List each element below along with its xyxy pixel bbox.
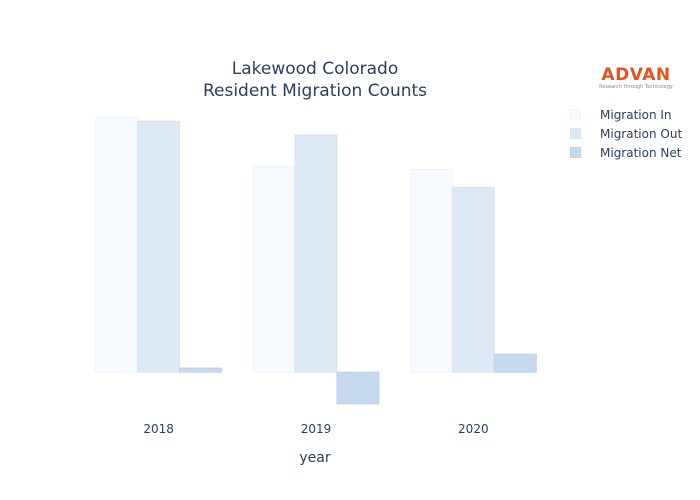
x-tick-label: 2020: [458, 422, 489, 436]
legend-swatch: [570, 128, 581, 139]
bar-migration-net-2019[interactable]: [336, 371, 380, 405]
bar-migration-in-2018[interactable]: [95, 116, 139, 373]
legend-item-migration-out[interactable]: Migration Out: [570, 124, 682, 143]
x-tick-label: 2018: [143, 422, 174, 436]
bar-migration-net-2020[interactable]: [493, 353, 537, 373]
legend-swatch: [570, 147, 581, 158]
legend-item-migration-in[interactable]: Migration In: [570, 105, 682, 124]
bar-migration-in-2020[interactable]: [409, 169, 453, 373]
bar-migration-out-2019[interactable]: [294, 134, 338, 373]
legend-item-migration-net[interactable]: Migration Net: [570, 143, 682, 162]
logo-tagline: Research through Technology: [599, 84, 673, 90]
x-tick-label: 2019: [301, 422, 332, 436]
x-tick-labels: 2018 2019 2020: [143, 422, 488, 436]
bar-migration-out-2020[interactable]: [451, 186, 495, 373]
chart-title-line-2: Resident Migration Counts: [202, 81, 428, 101]
advan-logo: ADVAN Research through Technology: [590, 66, 682, 91]
legend-label: Migration In: [600, 107, 672, 122]
bar-migration-out-2018[interactable]: [137, 120, 181, 373]
chart-title: Lakewood Colorado Resident Migration Cou…: [130, 58, 500, 102]
legend-label: Migration Net: [600, 145, 682, 160]
logo-wordmark: ADVAN: [601, 65, 671, 85]
x-axis-title: year: [299, 450, 330, 466]
bar-migration-in-2019[interactable]: [252, 166, 296, 373]
legend: Migration In Migration Out Migration Net: [570, 105, 682, 162]
bars-layer: [95, 116, 537, 405]
legend-label: Migration Out: [600, 126, 683, 141]
legend-swatch: [570, 109, 581, 120]
bar-migration-net-2018[interactable]: [179, 367, 223, 373]
chart-title-line-1: Lakewood Colorado: [231, 59, 399, 79]
